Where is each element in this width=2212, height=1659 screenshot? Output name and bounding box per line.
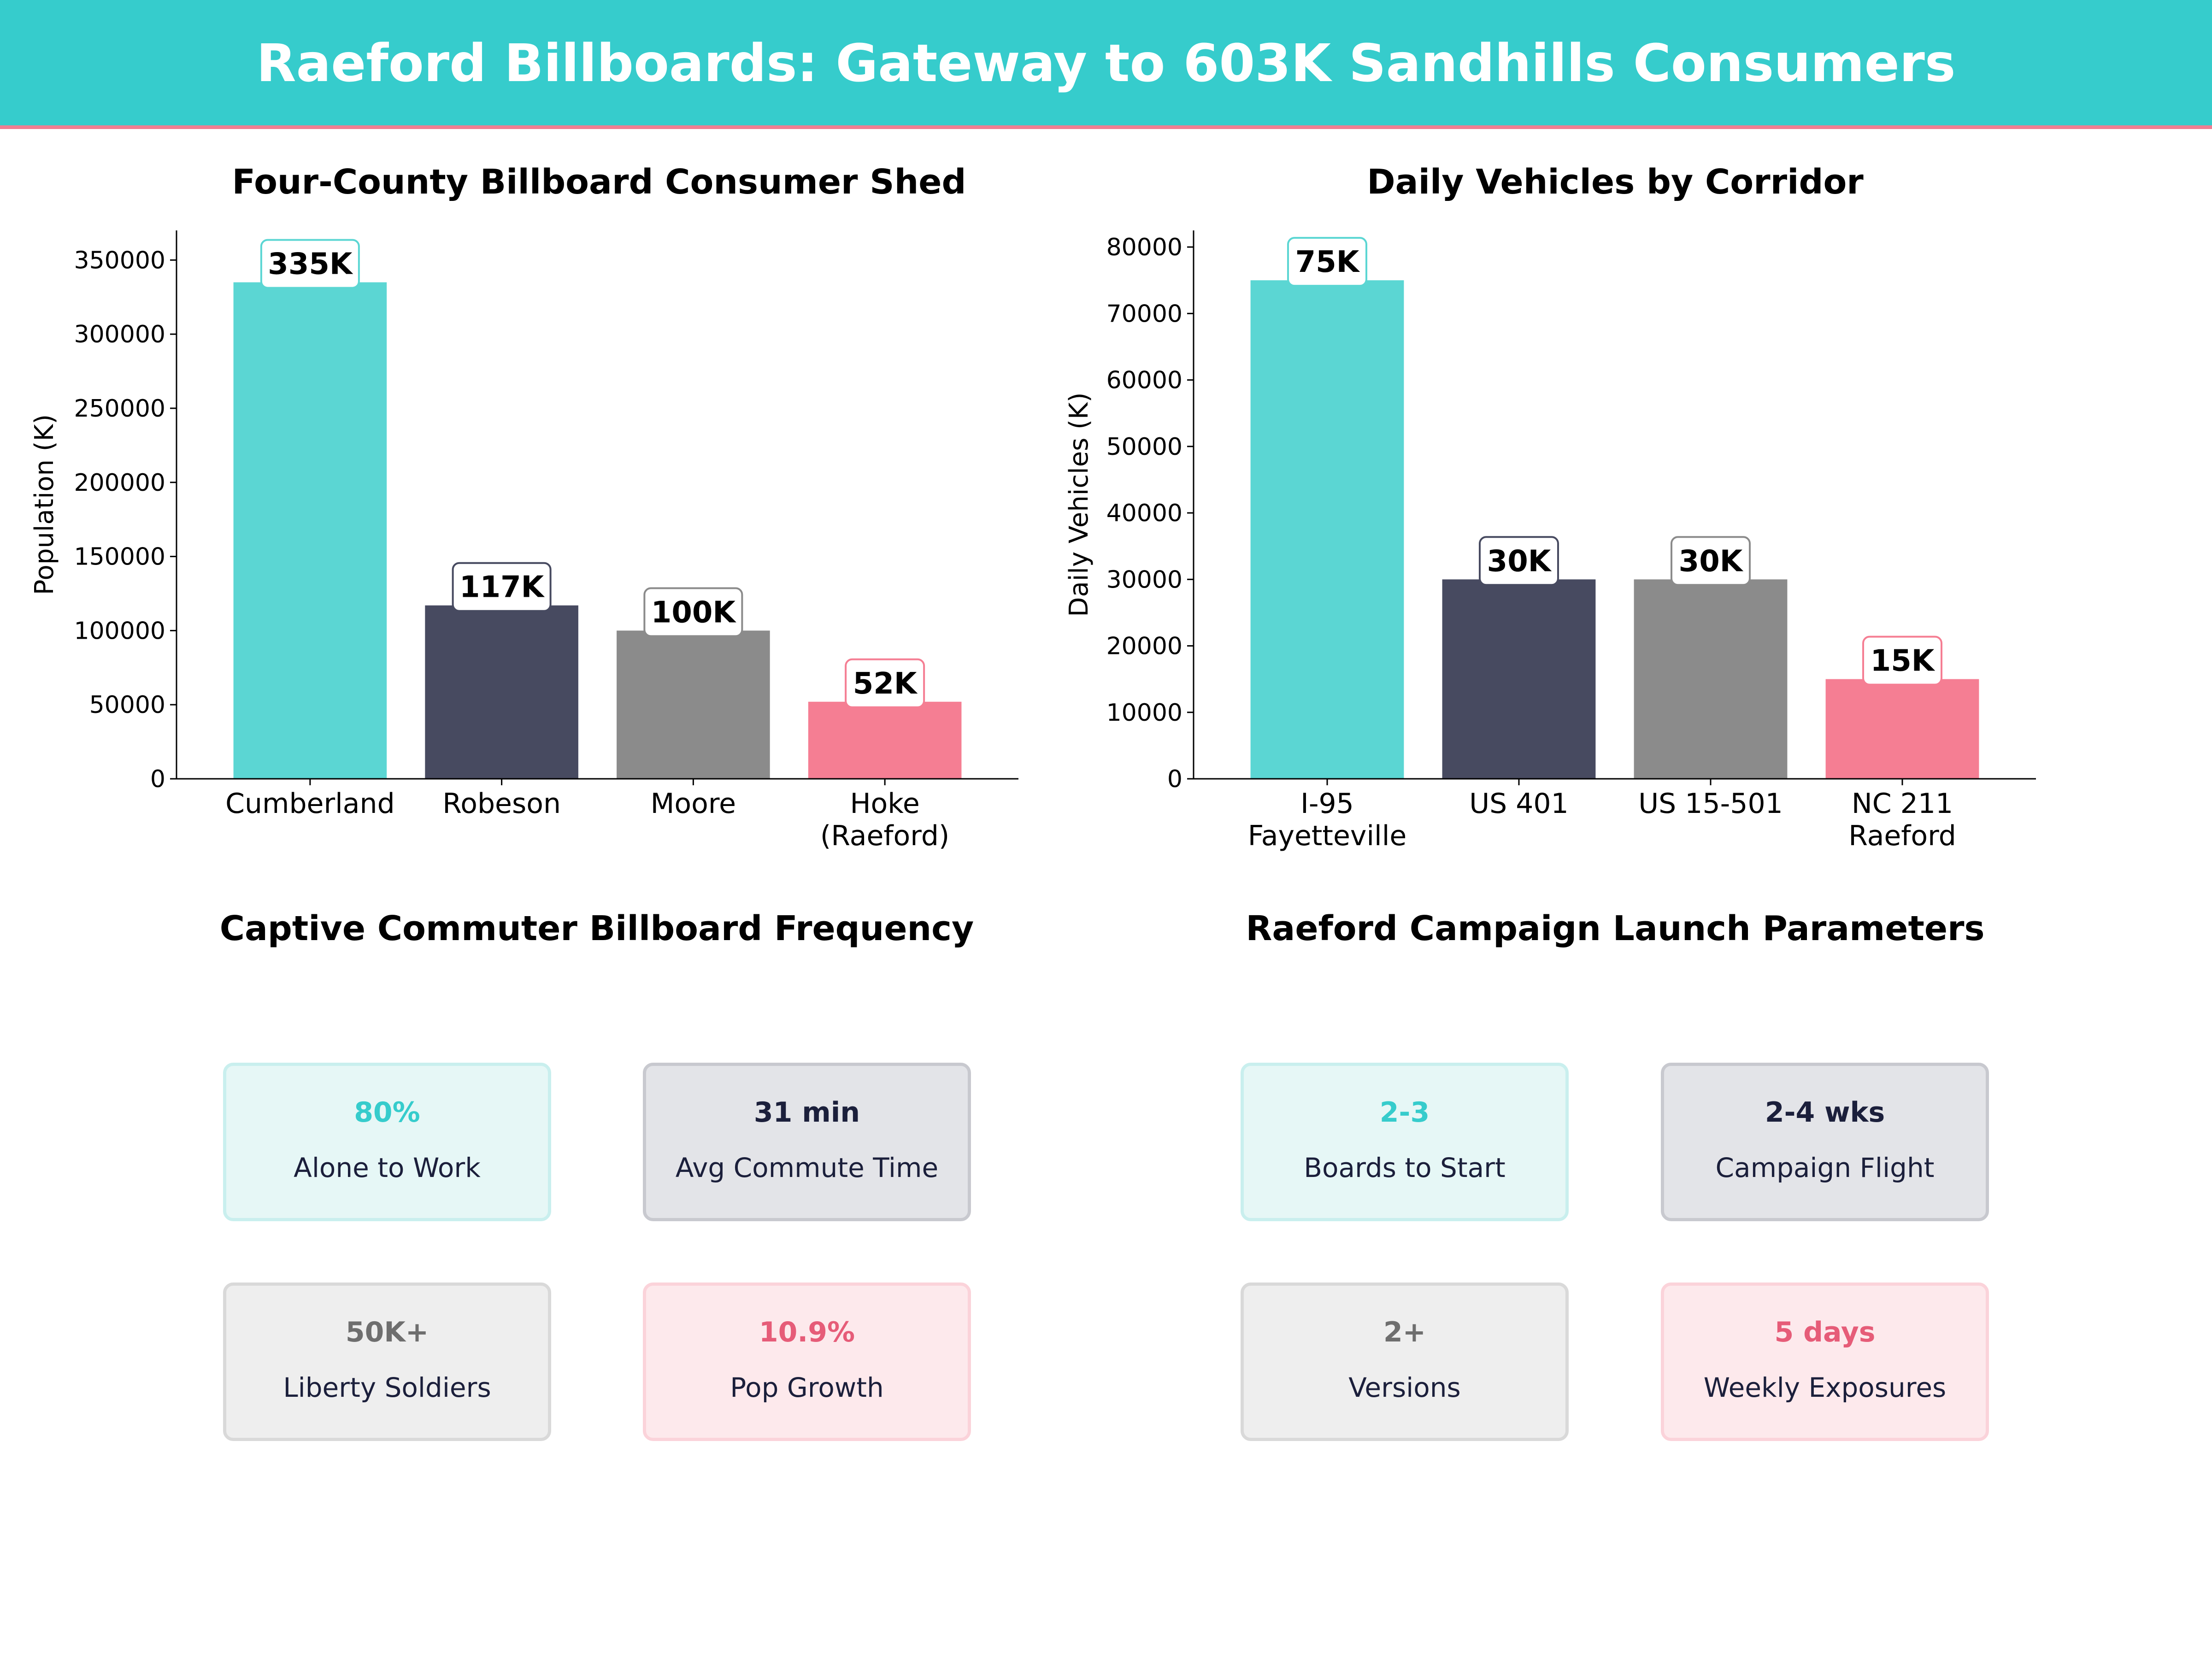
page-title: Raeford Billboards: Gateway to 603K Sand… xyxy=(256,34,1956,94)
vehicles-data-label-box xyxy=(1287,237,1367,287)
vehicles-x-tick-label: NC 211 xyxy=(1852,788,1953,820)
card-value: 2-3 xyxy=(1379,1096,1430,1129)
card-label: Campaign Flight xyxy=(1715,1152,1935,1183)
card-value: 31 min xyxy=(753,1096,860,1129)
population-x-tick-label: (Raeford) xyxy=(820,820,949,852)
population-chart-title: Four-County Billboard Consumer Shed xyxy=(232,162,966,202)
population-y-tick-label: 0 xyxy=(150,765,165,793)
card-label: Weekly Exposures xyxy=(1703,1372,1947,1403)
vehicles-y-tick-label: 80000 xyxy=(1106,234,1182,261)
stat-card-boards-to-start: 2-3 Boards to Start xyxy=(1241,1063,1569,1221)
population-y-tick-label: 200000 xyxy=(74,469,165,497)
population-x-tick-label: Cumberland xyxy=(225,788,395,820)
vehicles-bar xyxy=(1442,579,1596,779)
stat-card-campaign-flight: 2-4 wks Campaign Flight xyxy=(1661,1063,1989,1221)
vehicles-y-tick-label: 70000 xyxy=(1106,300,1182,328)
vehicles-data-label: 75K xyxy=(1295,245,1360,279)
vehicles-data-label-box xyxy=(1862,635,1942,686)
card-label: Liberty Soldiers xyxy=(283,1372,491,1403)
vehicles-data-label: 30K xyxy=(1679,544,1744,578)
stat-card-alone-to-work: 80% Alone to Work xyxy=(223,1063,551,1221)
frequency-panel-title: Captive Commuter Billboard Frequency xyxy=(219,909,974,948)
vehicles-y-tick-label: 30000 xyxy=(1106,566,1182,594)
card-value: 2-4 wks xyxy=(1765,1096,1885,1129)
vehicles-x-tick-label: I-95 xyxy=(1300,788,1354,820)
population-y-tick-label: 100000 xyxy=(74,617,165,645)
population-bar xyxy=(425,605,578,779)
population-data-label: 117K xyxy=(459,571,545,605)
vehicles-y-axis-label: Daily Vehicles (K) xyxy=(1064,392,1094,617)
population-y-tick-label: 350000 xyxy=(74,247,165,274)
population-x-tick-label: Moore xyxy=(651,788,736,820)
card-label: Versions xyxy=(1348,1372,1461,1403)
population-bar-chart: 335K Cumberland 117K Robeson 100K Moore 52K Hok… xyxy=(29,230,1018,852)
card-label: Avg Commute Time xyxy=(675,1152,939,1183)
vehicles-x-tick-label: Fayetteville xyxy=(1248,820,1407,852)
population-data-label-box xyxy=(260,239,360,289)
population-y-axis-label: Population (K) xyxy=(29,414,59,595)
vehicles-chart-title: Daily Vehicles by Corridor xyxy=(1367,162,1864,202)
population-y-tick-label: 150000 xyxy=(74,543,165,571)
stat-card-weekly-exposures: 5 days Weekly Exposures xyxy=(1661,1282,1989,1441)
vehicles-y-tick-label: 60000 xyxy=(1106,367,1182,394)
stat-card-pop-growth: 10.9% Pop Growth xyxy=(643,1282,971,1441)
card-value: 10.9% xyxy=(759,1316,855,1348)
vehicles-y-tick-label: 10000 xyxy=(1106,699,1182,727)
header-banner: Raeford Billboards: Gateway to 603K Sand… xyxy=(0,0,2212,129)
population-data-label-box xyxy=(845,658,925,708)
population-bar xyxy=(233,282,387,779)
vehicles-y-tick-label: 20000 xyxy=(1106,633,1182,660)
vehicles-data-label: 15K xyxy=(1871,644,1936,678)
population-y-tick-label: 50000 xyxy=(89,691,165,719)
population-data-label: 100K xyxy=(651,595,737,629)
launch-panel-title: Raeford Campaign Launch Parameters xyxy=(1246,909,1985,948)
population-data-label-box xyxy=(452,562,552,612)
card-value: 50K+ xyxy=(345,1316,429,1348)
population-bar xyxy=(617,630,770,779)
vehicles-bar xyxy=(1825,679,1979,779)
vehicles-y-tick-label: 50000 xyxy=(1106,433,1182,461)
vehicles-y-tick-label: 0 xyxy=(1167,765,1182,793)
card-label: Boards to Start xyxy=(1304,1152,1506,1183)
population-bar xyxy=(808,701,962,779)
card-value: 2+ xyxy=(1383,1316,1426,1348)
population-data-label: 335K xyxy=(268,247,353,282)
stat-card-versions: 2+ Versions xyxy=(1241,1282,1569,1441)
vehicles-data-label-box xyxy=(1671,536,1751,586)
vehicles-x-tick-label: Raeford xyxy=(1848,820,1956,852)
stat-card-liberty-soldiers: 50K+ Liberty Soldiers xyxy=(223,1282,551,1441)
vehicles-x-tick-label: US 401 xyxy=(1469,788,1569,820)
vehicles-data-label: 30K xyxy=(1487,544,1552,578)
vehicles-x-tick-label: US 15-501 xyxy=(1638,788,1783,820)
population-data-label: 52K xyxy=(853,667,918,701)
card-label: Alone to Work xyxy=(294,1152,481,1183)
vehicles-bar xyxy=(1250,280,1404,779)
card-value: 5 days xyxy=(1774,1316,1876,1348)
vehicles-data-label-box xyxy=(1479,536,1559,586)
population-y-tick-label: 300000 xyxy=(74,321,165,348)
population-x-tick-label: Robeson xyxy=(442,788,561,820)
card-label: Pop Growth xyxy=(730,1372,884,1403)
population-x-tick-label: Hoke xyxy=(850,788,919,820)
vehicles-y-tick-label: 40000 xyxy=(1106,500,1182,527)
stat-card-avg-commute: 31 min Avg Commute Time xyxy=(643,1063,971,1221)
vehicles-bar xyxy=(1634,579,1788,779)
population-data-label-box xyxy=(643,587,743,637)
card-value: 80% xyxy=(354,1096,420,1129)
population-y-tick-label: 250000 xyxy=(74,395,165,423)
